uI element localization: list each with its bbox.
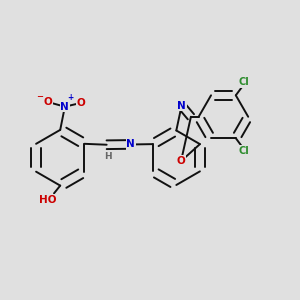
Text: O: O bbox=[44, 97, 52, 107]
Text: HO: HO bbox=[39, 194, 57, 205]
Text: N: N bbox=[126, 140, 135, 149]
Text: H: H bbox=[104, 152, 112, 161]
Text: Cl: Cl bbox=[238, 77, 249, 87]
Text: −: − bbox=[36, 92, 43, 101]
Text: Cl: Cl bbox=[238, 146, 249, 156]
Text: O: O bbox=[76, 98, 85, 108]
Text: N: N bbox=[61, 102, 69, 112]
Text: N: N bbox=[177, 101, 186, 111]
Text: O: O bbox=[177, 156, 185, 166]
Text: +: + bbox=[67, 94, 74, 103]
